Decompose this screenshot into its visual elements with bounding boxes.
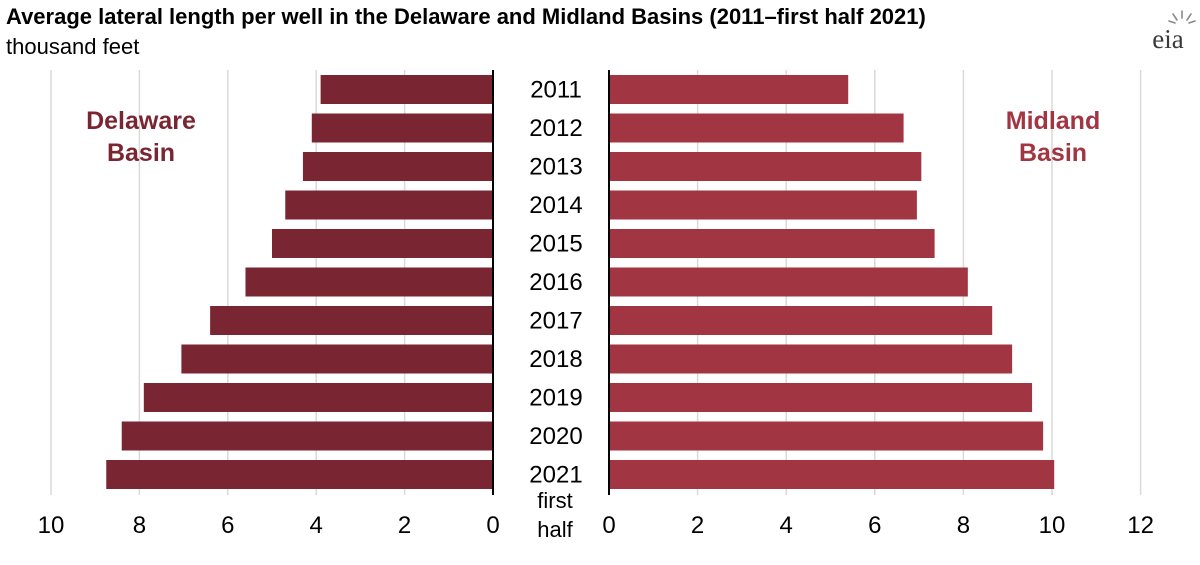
- delaware-basin-label: Delaware: [86, 107, 196, 135]
- left-tick-label: 2: [398, 512, 411, 539]
- bar-delaware-2016: [245, 267, 493, 297]
- axis-lines: [492, 70, 610, 495]
- bar-midland-2019: [609, 383, 1033, 412]
- bar-delaware-2017: [210, 306, 493, 335]
- delaware-bars: [106, 75, 493, 489]
- right-tick-label: 12: [1127, 512, 1154, 539]
- left-tick-label: 8: [133, 512, 146, 539]
- bar-midland-2011: [609, 75, 849, 104]
- year-label-2012: 2012: [529, 115, 582, 142]
- year-label-2016: 2016: [529, 269, 582, 296]
- bar-midland-2015: [609, 229, 935, 258]
- first-half-note: first: [537, 488, 572, 513]
- bar-delaware-2015: [272, 229, 493, 258]
- bar-delaware-2020: [121, 421, 493, 451]
- year-label-2011: 2011: [530, 77, 582, 104]
- bar-midland-2020: [609, 421, 1044, 451]
- year-label-2013: 2013: [529, 154, 582, 181]
- bar-midland-2012: [609, 113, 904, 143]
- left-tick-label: 4: [310, 512, 323, 539]
- chart-subtitle: thousand feet: [6, 34, 140, 59]
- bar-delaware-2013: [302, 152, 493, 181]
- right-tick-label: 8: [957, 512, 970, 539]
- midland-bars: [609, 75, 1055, 489]
- bar-delaware-2021: [106, 460, 493, 489]
- logo-rays-icon: [1168, 10, 1196, 24]
- year-labels: 2011 2012 2013 2014 2015 2016 2017 2018 2019 2020…: [529, 77, 582, 543]
- right-tick-label: 2: [691, 512, 704, 539]
- eia-logo: eia: [1152, 10, 1196, 54]
- bar-delaware-2014: [285, 190, 493, 220]
- year-label-2017: 2017: [529, 308, 582, 335]
- year-label-2019: 2019: [529, 385, 582, 412]
- left-tick-label: 0: [486, 512, 499, 539]
- left-tick-label: 6: [221, 512, 234, 539]
- right-axis-ticks: 0 2 4 6 8 10 12: [602, 512, 1154, 539]
- bar-midland-2013: [609, 152, 922, 181]
- logo-text: eia: [1152, 24, 1183, 54]
- year-label-2014: 2014: [529, 192, 582, 219]
- year-label-2018: 2018: [529, 346, 582, 373]
- year-label-2015: 2015: [529, 231, 582, 258]
- left-tick-label: 10: [38, 512, 65, 539]
- right-tick-label: 4: [780, 512, 793, 539]
- year-label-2021: 2021: [529, 462, 582, 489]
- delaware-basin-label: Basin: [107, 139, 175, 167]
- chart-title: Average lateral length per well in the D…: [6, 4, 926, 29]
- left-axis-ticks: 10 8 6 4 2 0: [38, 512, 500, 539]
- bar-midland-2018: [609, 344, 1013, 374]
- bar-midland-2016: [609, 267, 968, 297]
- bar-delaware-2011: [320, 75, 493, 104]
- bar-midland-2021: [609, 460, 1055, 489]
- right-tick-label: 6: [868, 512, 881, 539]
- bar-midland-2017: [609, 306, 993, 335]
- bar-delaware-2019: [143, 383, 493, 412]
- midland-basin-label: Basin: [1019, 139, 1087, 167]
- midland-basin-label: Midland: [1006, 107, 1100, 135]
- bar-midland-2014: [609, 190, 917, 220]
- year-label-2020: 2020: [529, 423, 582, 450]
- right-tick-label: 10: [1039, 512, 1066, 539]
- bar-delaware-2018: [181, 344, 493, 374]
- first-half-note: half: [537, 517, 573, 542]
- right-tick-label: 0: [602, 512, 615, 539]
- series-labels: Delaware Basin Midland Basin: [86, 107, 1100, 167]
- bar-delaware-2012: [311, 113, 493, 143]
